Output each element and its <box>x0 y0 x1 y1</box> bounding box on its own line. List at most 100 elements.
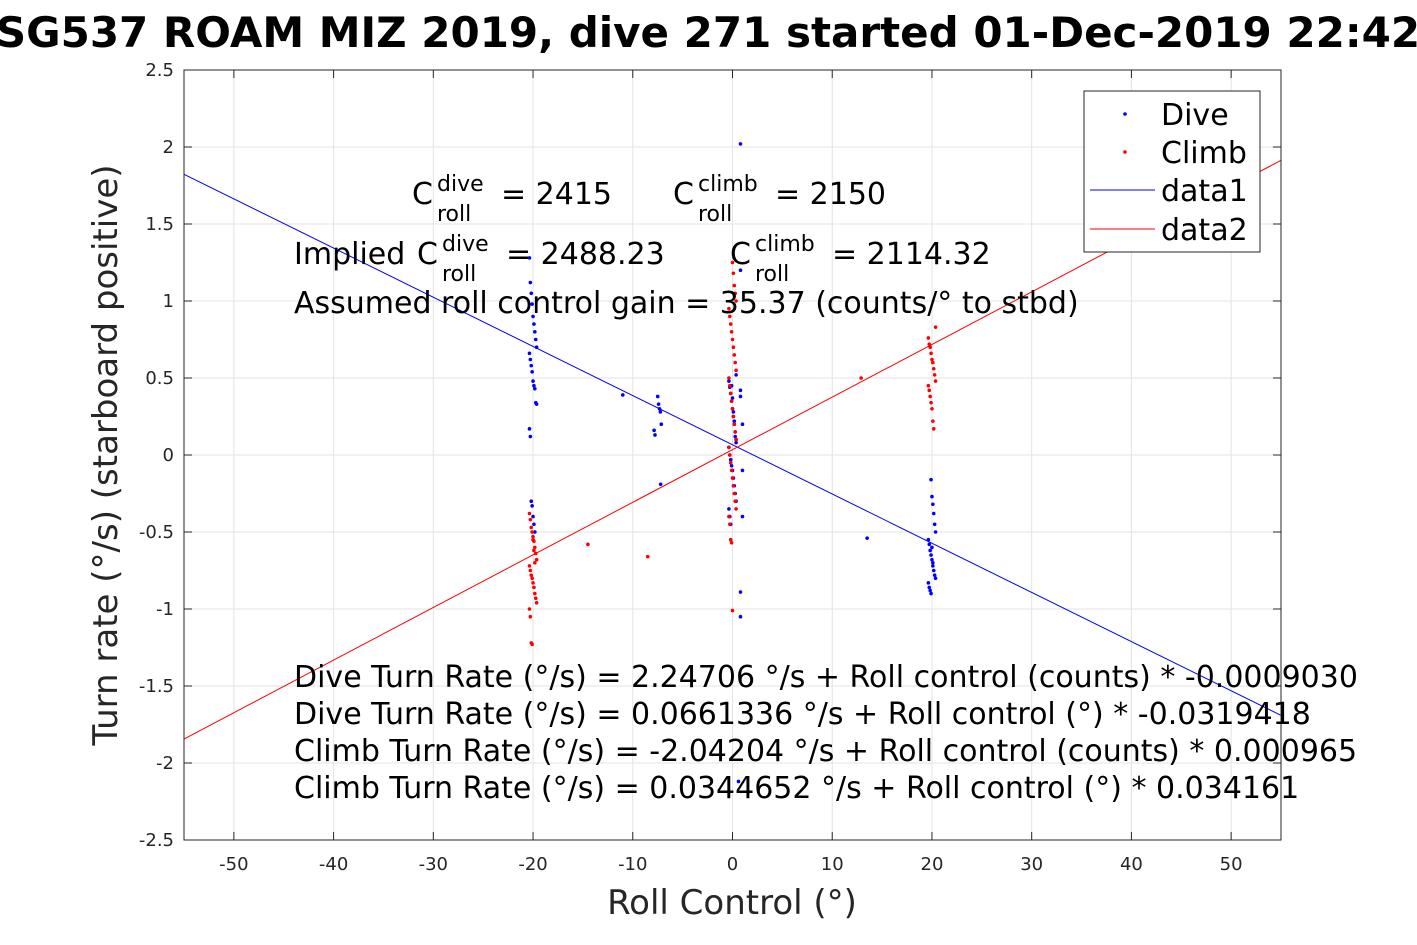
coefficient-value: = 2488.23 <box>506 237 665 272</box>
coefficient-symbol: C <box>673 177 694 212</box>
point-climb <box>533 596 538 601</box>
point-climb <box>531 581 535 585</box>
point-dive <box>733 434 737 439</box>
point-climb <box>734 507 738 511</box>
legend-box <box>1083 90 1261 253</box>
point-climb <box>929 400 933 405</box>
point-dive <box>734 440 738 445</box>
point-climb <box>533 561 537 565</box>
point-climb <box>729 540 734 545</box>
point-climb <box>531 537 535 542</box>
point-dive <box>659 422 664 427</box>
point-climb <box>928 394 932 399</box>
fit-line-data2 <box>183 159 1282 740</box>
fit-equation: Dive Turn Rate (°/s) = 2.24706 °/s + Rol… <box>294 660 1358 695</box>
point-dive <box>527 351 532 356</box>
point-climb <box>929 351 933 356</box>
point-climb <box>645 554 650 559</box>
x-axis-ticks: -50 -40 -30 -20 -10 0 10 20 30 40 50 <box>219 70 1243 875</box>
point-dive <box>865 536 869 540</box>
point-climb <box>529 525 534 530</box>
point-climb <box>732 422 737 427</box>
point-climb <box>586 542 590 547</box>
point-climb <box>530 530 534 534</box>
point-climb <box>926 383 931 388</box>
point-dive <box>928 548 932 553</box>
y-tick-label: 1.5 <box>145 214 174 235</box>
point-dive <box>931 511 936 516</box>
point-climb <box>534 601 539 605</box>
point-climb <box>931 419 935 423</box>
point-climb <box>734 368 738 373</box>
point-dive <box>927 542 932 547</box>
point-climb <box>532 585 536 590</box>
point-climb <box>926 336 931 340</box>
fit-line-data1 <box>183 173 1282 716</box>
point-climb <box>859 376 863 380</box>
point-dive <box>533 337 538 342</box>
legend-label: data2 <box>1161 213 1248 248</box>
x-tick-label: 20 <box>921 854 944 875</box>
roll-gain-annotation: Assumed roll control gain = 35.37 (count… <box>294 286 1079 321</box>
legend-label: data1 <box>1161 174 1248 209</box>
point-climb <box>729 399 734 403</box>
chart-title: SG537 ROAM MIZ 2019, dive 271 started 01… <box>0 8 1417 57</box>
x-tick-label: -50 <box>219 854 248 875</box>
point-climb <box>733 291 737 296</box>
y-tick-label: -2 <box>156 753 174 774</box>
point-dive <box>527 427 532 431</box>
coefficient-value: = 2114.32 <box>832 237 991 272</box>
point-dive <box>533 530 537 534</box>
point-dive <box>532 322 536 326</box>
point-climb <box>527 511 532 516</box>
point-climb <box>730 407 735 411</box>
point-dive <box>529 291 534 296</box>
point-dive <box>728 457 733 462</box>
point-climb <box>730 608 735 613</box>
point-dive <box>658 482 663 487</box>
point-climb <box>729 468 734 473</box>
point-climb <box>728 383 732 388</box>
y-tick-label: 0 <box>163 445 174 466</box>
legend-label: Dive <box>1161 98 1229 133</box>
point-dive <box>927 585 932 590</box>
point-dive <box>729 463 734 468</box>
point-dive <box>532 522 536 527</box>
point-climb <box>528 517 533 522</box>
point-climb <box>733 430 737 434</box>
point-dive <box>529 363 534 368</box>
point-dive <box>931 564 935 568</box>
legend-label: Climb <box>1161 136 1247 171</box>
point-dive <box>656 402 661 406</box>
point-climb <box>727 376 731 380</box>
point-dive <box>530 302 534 306</box>
coefficient-subscript: roll <box>442 262 476 287</box>
coefficient-value: = 2150 <box>775 177 886 212</box>
x-tick-label: 0 <box>727 854 738 875</box>
point-dive <box>531 314 535 319</box>
point-dive <box>727 507 731 511</box>
point-climb <box>731 414 736 419</box>
point-climb <box>533 551 538 556</box>
coefficient-subscript: roll <box>437 202 471 227</box>
point-dive <box>658 410 663 414</box>
plot-frame <box>183 69 1282 841</box>
point-climb <box>728 522 732 527</box>
point-climb <box>531 534 535 539</box>
point-dive <box>926 537 931 542</box>
implied-label: Implied <box>294 237 405 272</box>
point-climb <box>728 391 733 396</box>
point-dive <box>928 588 932 593</box>
point-climb <box>731 345 736 350</box>
point-climb <box>933 379 938 383</box>
point-dive <box>738 590 743 594</box>
point-dive <box>531 514 535 519</box>
point-climb <box>731 271 736 276</box>
data-points <box>527 142 938 784</box>
fit-equation: Climb Turn Rate (°/s) = 0.0344652 °/s + … <box>294 771 1299 806</box>
point-dive <box>530 504 534 508</box>
point-climb <box>727 445 731 450</box>
point-climb <box>931 427 936 431</box>
point-dive <box>533 330 537 334</box>
